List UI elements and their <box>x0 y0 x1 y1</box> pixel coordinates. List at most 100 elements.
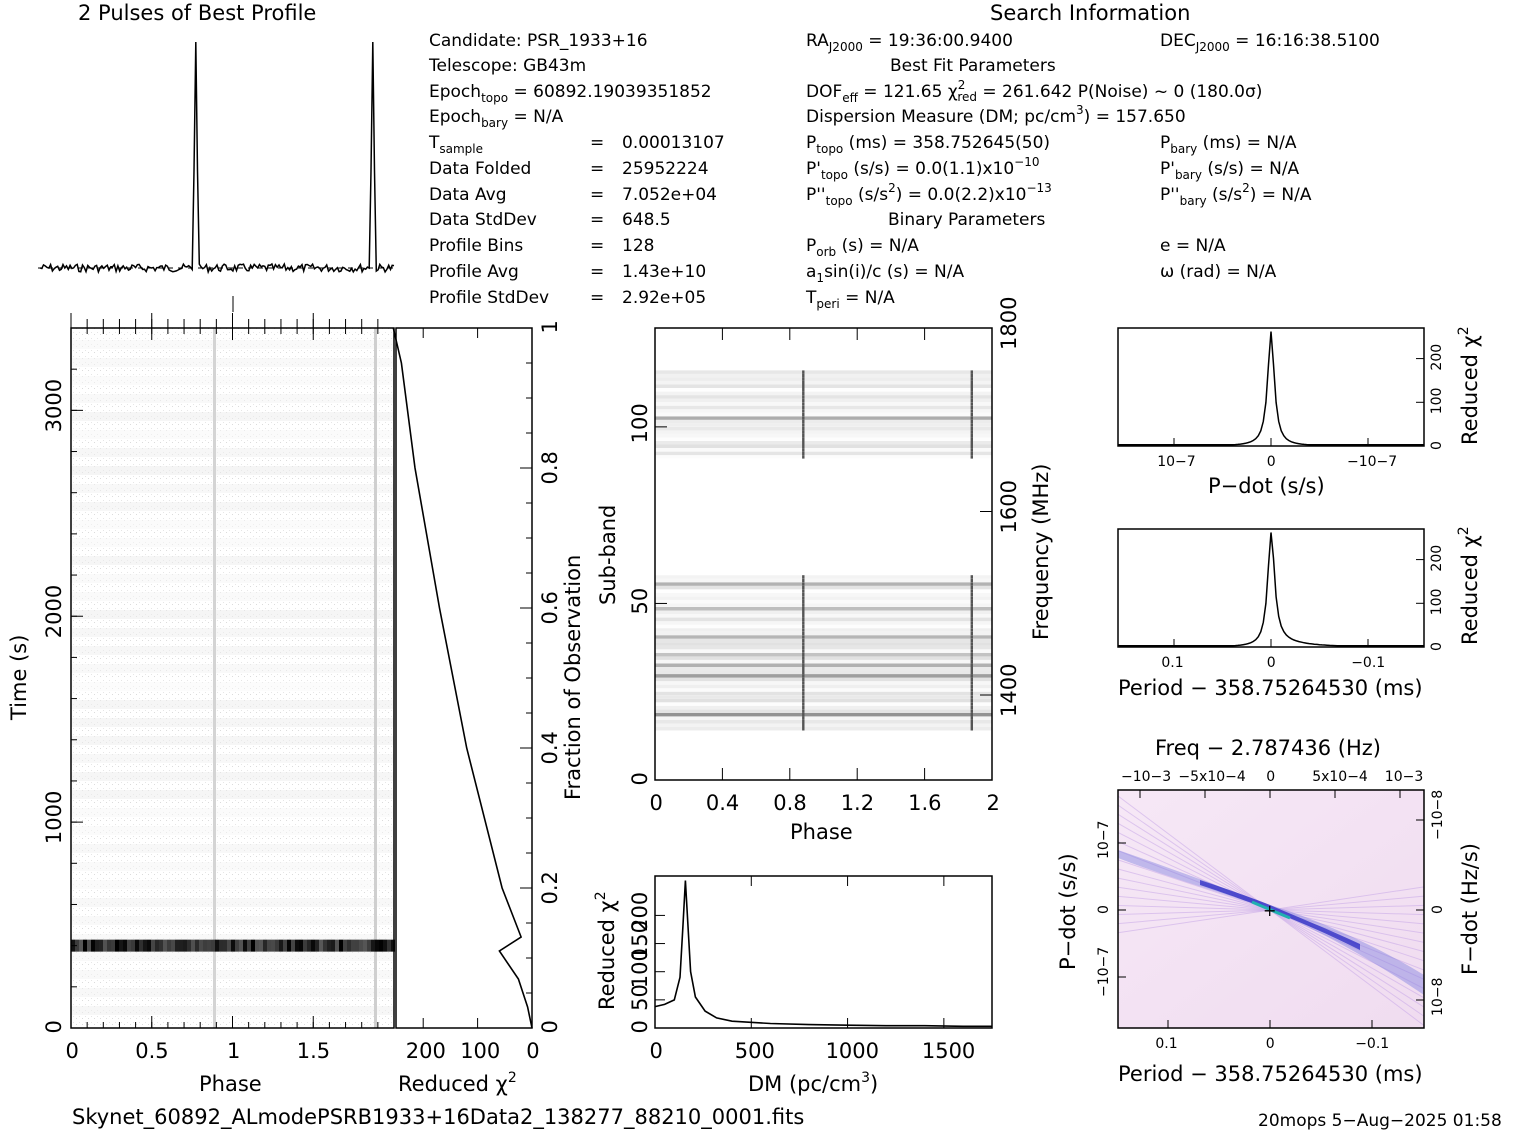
subband-pulse-pixel <box>970 631 973 636</box>
subband-pulse-pixel <box>802 649 805 653</box>
frequency-tick-label: 1800 <box>997 297 1021 350</box>
subband-pulse-pixel <box>802 416 805 420</box>
subband-pulse-pixel <box>970 405 973 410</box>
subband-pulse-pixel <box>970 592 973 597</box>
time-phase-band <box>71 664 394 673</box>
phase-tick-label: 1 <box>227 1039 240 1063</box>
subband-row <box>655 416 992 420</box>
subband-pulse-pixel <box>802 575 805 579</box>
subband-phase-tick-label: 0 <box>650 791 663 815</box>
subband-pulse-pixel <box>802 674 805 678</box>
bright-row-pixel <box>195 939 199 952</box>
ppdot-pdot-tick-label: −10−7 <box>1096 947 1112 997</box>
redchi-fraction-ticks: 200 100 0 0 0.2 0.4 0.6 0.8 1 <box>406 320 562 1063</box>
time-phase-panel: 0 0.5 1 1.5 0 1000 2000 3000 Time (s) Phase <box>7 313 395 1096</box>
subband-tick-label: 100 <box>628 403 652 443</box>
subband-pulse-pixel <box>970 628 973 632</box>
subband-pulse-pixel <box>970 575 973 579</box>
subband-row <box>655 402 992 406</box>
subband-pulse-pixel <box>970 698 973 703</box>
subband-ticks: 0 0.4 0.8 1.2 1.6 2 0 50 100 1400 1600 1800 <box>628 297 1021 815</box>
dm-text: Dispersion Measure (DM; pc/cm3) = 157.65… <box>806 103 1186 127</box>
pdot-redchi-axis-label: Reduced χ2 <box>1456 326 1482 445</box>
bright-row-pixel <box>167 939 171 952</box>
bright-row-pixel <box>143 939 147 952</box>
ppdot-period-axis-label: Period − 358.75264530 (ms) <box>1118 1062 1423 1086</box>
subband-pulse-pixel <box>970 691 973 696</box>
time-phase-band <box>71 538 394 547</box>
subband-pulse-pixel <box>970 448 973 452</box>
subband-pulse-pixel <box>970 377 973 381</box>
subband-pulse-pixel <box>802 455 805 459</box>
subband-pulse-pixel <box>802 624 805 629</box>
subband-pulse-pixel <box>970 712 973 717</box>
chi-panel-tick-label: 10−7 <box>1157 454 1195 470</box>
subband-row <box>655 684 992 689</box>
subband-pulse-pixel <box>802 677 805 682</box>
subband-pulse-pixel <box>970 702 973 706</box>
subband-pulse-pixel <box>802 599 805 604</box>
redchi-tick-label: 100 <box>460 1039 500 1063</box>
subband-pulse-pixel <box>970 384 973 388</box>
ppdot-freq-tick-label: −5x10−4 <box>1178 769 1245 785</box>
time-phase-band <box>71 430 394 439</box>
subband-pulse-pixel <box>802 691 805 696</box>
subband-pulse-pixel <box>802 409 805 413</box>
subband-pulse-pixel <box>970 388 973 392</box>
fraction-tick-label: 0.4 <box>538 731 562 764</box>
bright-row-pixel <box>83 939 87 952</box>
subband-pulse-pixel <box>802 381 805 385</box>
time-phase-band <box>71 754 394 763</box>
bright-row-pixel <box>307 939 311 952</box>
time-axis-label: Time (s) <box>7 635 31 721</box>
subband-row <box>655 423 992 427</box>
subband-row <box>655 674 992 678</box>
subband-row <box>655 631 992 636</box>
subband-row <box>655 656 992 660</box>
dm-tick-label: 0 <box>650 1039 663 1063</box>
phase-axis-label: Phase <box>199 1072 262 1096</box>
period-panel: 0.1 0 −0.1 0 100 200 Period − 358.75264530 (m… <box>1117 526 1482 700</box>
dm-tick-label: 1500 <box>922 1039 975 1063</box>
ppdot-period-tick-label: −0.1 <box>1355 1036 1389 1052</box>
ppdot-freq-tick-label: 10−3 <box>1385 769 1423 785</box>
bright-row-pixel <box>351 939 355 952</box>
subband-row <box>655 426 992 431</box>
ppdot-best-marker: + <box>1263 901 1276 920</box>
eq-sign: = <box>590 262 604 282</box>
bright-row-pixel <box>103 939 107 952</box>
time-phase-band <box>71 340 394 349</box>
subband-pulse-pixel <box>802 412 805 417</box>
subband-pulse-pixel <box>970 430 973 434</box>
subband-pulse-pixel <box>970 645 973 650</box>
ppdot-fdot-tick-label: 10−8 <box>1430 978 1446 1016</box>
subband-pulse-pixel <box>970 596 973 600</box>
subband-row <box>655 695 992 699</box>
bright-row-pixel <box>163 939 167 952</box>
subband-pulse-pixel <box>970 659 973 664</box>
ppdot-fdot-tick-label: 0 <box>1430 905 1446 914</box>
subband-row <box>655 702 992 706</box>
subband-pulse-pixel <box>802 614 805 618</box>
time-phase-band <box>71 682 394 691</box>
subband-pulse-pixel <box>802 635 805 639</box>
time-phase-band <box>71 934 394 943</box>
bright-row-pixel <box>151 939 155 952</box>
subband-row <box>655 437 992 441</box>
subband-pulse-pixel <box>970 667 973 671</box>
time-phase-band <box>71 610 394 619</box>
dec-text: DECJ2000 = 16:16:38.5100 <box>1160 31 1380 54</box>
period-ticks: 0.1 0 −0.1 0 100 200 <box>1161 545 1445 671</box>
subband-pulse-pixel <box>970 599 973 604</box>
subband-row <box>655 599 992 604</box>
subband-pulse-pixel <box>802 430 805 434</box>
redchi-tick-label: 200 <box>406 1039 446 1063</box>
subband-pulse-pixel <box>970 381 973 385</box>
subband-row <box>655 667 992 671</box>
profile-curve <box>39 41 395 275</box>
subband-row <box>655 603 992 607</box>
subband-pulse-pixel <box>970 656 973 660</box>
bright-row-pixel <box>191 939 195 952</box>
ppdot-freq-tick-label: 5x10−4 <box>1312 769 1368 785</box>
bright-row-pixel <box>279 939 283 952</box>
